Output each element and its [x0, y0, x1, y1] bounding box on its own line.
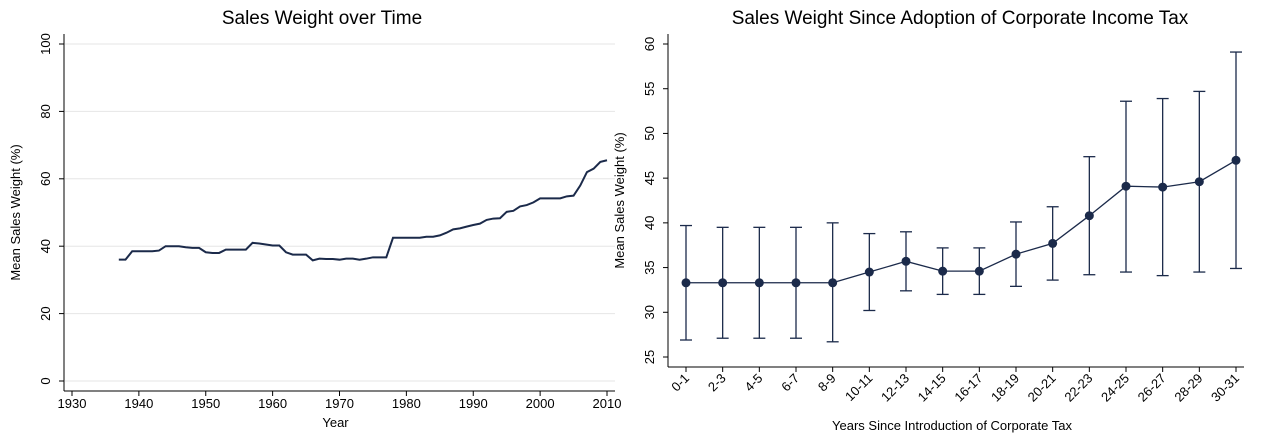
y-tick-label: 40 [38, 239, 53, 253]
point [754, 278, 764, 288]
x-tick-label: 14-15 [915, 371, 949, 405]
point [718, 278, 728, 288]
point [1231, 155, 1241, 165]
y-tick-label: 30 [642, 305, 657, 319]
x-tick-label: 8-9 [815, 371, 839, 395]
x-axis-label: Year [322, 415, 349, 430]
x-tick-label: 0-1 [668, 371, 692, 395]
point [681, 278, 691, 288]
point [1121, 181, 1131, 191]
x-tick-label: 2-3 [705, 371, 729, 395]
x-tick-label: 2010 [593, 396, 622, 411]
x-tick-label: 6-7 [778, 371, 802, 395]
x-tick-label: 1980 [392, 396, 421, 411]
x-tick-label: 24-25 [1098, 371, 1132, 405]
x-tick-label: 16-17 [951, 371, 985, 405]
point [1158, 182, 1168, 192]
x-tick-label: 22-23 [1061, 371, 1095, 405]
x-tick-label: 1990 [459, 396, 488, 411]
x-tick-label: 10-11 [842, 371, 875, 404]
y-tick-label: 60 [642, 37, 657, 51]
point [1011, 249, 1021, 259]
x-tick-label: 12-13 [878, 371, 912, 405]
x-tick-label: 1970 [325, 396, 354, 411]
chart-title: Sales Weight Since Adoption of Corporate… [732, 8, 1189, 29]
x-tick-label: 1950 [191, 396, 220, 411]
point [791, 278, 801, 288]
point [864, 267, 874, 277]
x-tick-label: 1960 [258, 396, 287, 411]
point [938, 266, 948, 276]
y-tick-label: 25 [642, 350, 657, 364]
y-tick-label: 40 [642, 216, 657, 230]
y-axis-label: Mean Sales Weight (%) [8, 144, 23, 280]
x-tick-label: 1930 [58, 396, 87, 411]
line [118, 159, 608, 262]
y-tick-label: 50 [642, 126, 657, 140]
point [901, 256, 911, 266]
x-tick-label: 18-19 [988, 371, 1022, 405]
chart-title: Sales Weight over Time [222, 8, 422, 29]
y-tick-label: 45 [642, 171, 657, 185]
x-tick-label: 1940 [124, 396, 153, 411]
point [828, 278, 838, 288]
point [1084, 211, 1094, 221]
y-tick-label: 55 [642, 81, 657, 95]
y-tick-label: 35 [642, 260, 657, 274]
line [686, 159, 1237, 284]
x-tick-label: 2000 [526, 396, 555, 411]
x-tick-label: 4-5 [742, 371, 766, 395]
y-tick-label: 80 [38, 104, 53, 118]
x-axis-label: Years Since Introduction of Corporate Ta… [832, 418, 1072, 433]
x-tick-label: 30-31 [1208, 371, 1242, 405]
y-tick-label: 20 [38, 306, 53, 320]
y-axis-label: Mean Sales Weight (%) [612, 132, 627, 268]
point [1194, 177, 1204, 187]
x-tick-label: 26-27 [1135, 371, 1169, 405]
point [1048, 238, 1058, 248]
y-tick-label: 60 [38, 172, 53, 186]
y-tick-label: 0 [38, 377, 53, 384]
x-tick-label: 20-21 [1025, 371, 1059, 405]
x-tick-label: 28-29 [1171, 371, 1205, 405]
point [974, 266, 984, 276]
y-tick-label: 100 [38, 33, 53, 55]
